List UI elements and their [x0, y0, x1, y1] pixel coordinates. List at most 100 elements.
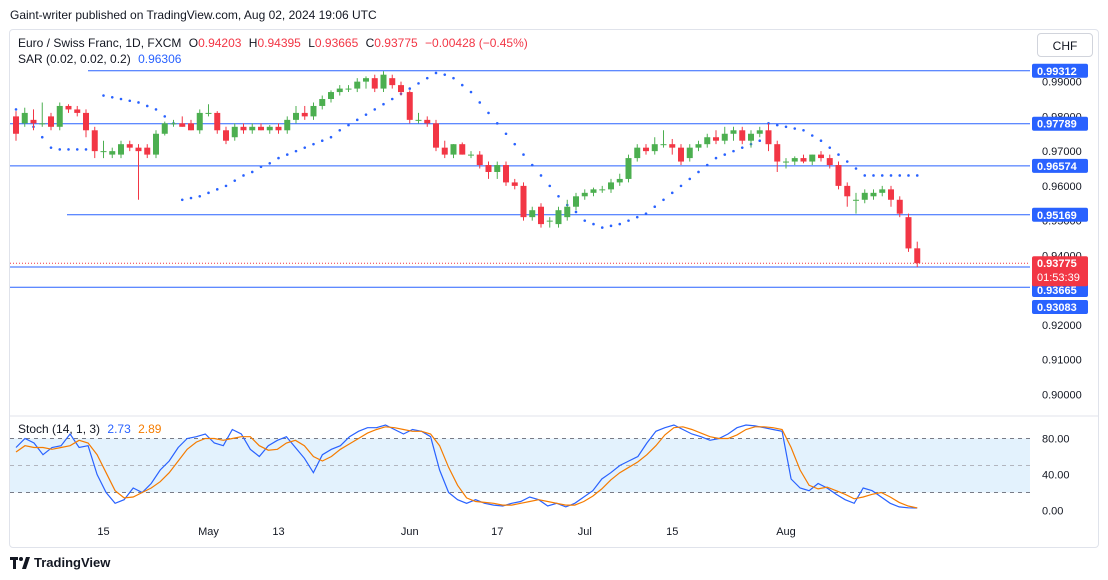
- sar-dot: [163, 115, 167, 118]
- publisher-line: Gaint-writer published on TradingView.co…: [10, 8, 377, 22]
- sar-dot: [600, 226, 604, 229]
- candle-body: [406, 92, 413, 120]
- candle-body: [765, 130, 772, 145]
- sar-dot: [242, 174, 245, 177]
- candle-body: [704, 137, 711, 145]
- stoch-axis-tick: 80.00: [1042, 434, 1070, 446]
- candle-body: [651, 144, 658, 152]
- candle-body: [293, 112, 299, 120]
- sar-dot: [688, 177, 692, 181]
- candle-body: [888, 189, 894, 200]
- price-level-label-box: [1032, 63, 1088, 78]
- sar-dot: [714, 156, 718, 160]
- candle-body: [695, 144, 702, 148]
- candle-body: [511, 182, 518, 186]
- sar-dot: [250, 170, 254, 174]
- sar-dot: [224, 184, 228, 188]
- sar-dot: [662, 198, 665, 202]
- price-axis-tick: 0.91000: [1042, 355, 1082, 367]
- candle-body: [188, 123, 194, 131]
- sar-dot: [390, 97, 394, 101]
- candle-body: [774, 144, 781, 162]
- sar-dot: [137, 101, 140, 104]
- sar-dot: [215, 188, 219, 191]
- sar-dot: [40, 135, 44, 139]
- candle-body: [783, 161, 789, 163]
- sar-dot: [557, 195, 560, 198]
- sar-dot: [495, 122, 499, 125]
- price-level-label: 0.93083: [1037, 302, 1077, 314]
- sar-dot: [758, 139, 762, 143]
- candle-body: [879, 189, 886, 193]
- candle-body: [179, 123, 186, 127]
- candle-body: [459, 144, 466, 155]
- sar-dot: [627, 219, 630, 222]
- candle-body: [520, 185, 527, 218]
- sar-value: 0.96306: [138, 52, 182, 66]
- stoch-legend: Stoch (14, 1, 3) 2.73 2.89: [18, 422, 165, 436]
- candle-body: [730, 130, 737, 134]
- stoch-axis-tick: 40.00: [1042, 470, 1070, 482]
- candle-body: [284, 119, 291, 131]
- candle-body: [258, 126, 264, 131]
- stoch-series-d: [15, 426, 918, 509]
- sar-dot: [312, 142, 315, 146]
- sar-dot: [347, 123, 350, 127]
- candle-body: [441, 147, 448, 155]
- sar-dot: [443, 73, 447, 76]
- x-axis-tick: 13: [272, 526, 284, 538]
- price-level-label: 0.95169: [1037, 210, 1077, 222]
- candle-body: [328, 92, 334, 100]
- low-value: 0.93665: [314, 36, 359, 50]
- sar-dot: [478, 101, 482, 104]
- sar-dot: [810, 134, 814, 137]
- candle-body: [310, 105, 317, 117]
- price-level-label-box: [1032, 207, 1088, 222]
- footer-brand: TradingView: [10, 555, 110, 570]
- candle-body: [389, 78, 396, 86]
- close-label: C: [365, 36, 375, 50]
- candle-body: [800, 158, 807, 162]
- stoch-axis-tick: 0.00: [1042, 506, 1063, 518]
- sar-dot: [548, 184, 552, 188]
- symbol-title: Euro / Swiss Franc, 1D, FXCM: [18, 36, 182, 50]
- sar-dot: [75, 148, 79, 151]
- sar-dot: [303, 146, 307, 149]
- candle-body: [424, 119, 431, 124]
- open-value: 0.94203: [198, 36, 242, 50]
- sar-dot: [294, 149, 298, 153]
- sar-legend: SAR (0.02, 0.02, 0.2) 0.96306: [18, 52, 185, 66]
- candle-body: [48, 116, 54, 127]
- stoch-k-value: 2.73: [107, 422, 131, 436]
- sar-dot: [705, 163, 709, 167]
- candle-body: [791, 158, 798, 162]
- price-level-label: 0.97789: [1037, 119, 1077, 131]
- x-axis-tick: Jun: [401, 526, 419, 538]
- sar-dot: [583, 219, 587, 222]
- sar-dot: [889, 174, 893, 177]
- candle-body: [13, 116, 19, 134]
- sar-dot: [452, 76, 455, 80]
- candle-body: [713, 137, 719, 141]
- sar-dot: [382, 102, 385, 106]
- candle-body: [275, 126, 282, 131]
- candle-body: [266, 126, 273, 131]
- low-label: L: [308, 36, 315, 50]
- sar-dot: [653, 205, 657, 209]
- candle-body: [739, 130, 746, 141]
- candle-body: [844, 185, 851, 197]
- candle-body: [678, 147, 684, 162]
- candle-body: [363, 78, 369, 82]
- sar-dot: [793, 127, 797, 130]
- candle-body: [83, 112, 89, 131]
- sar-dot: [408, 87, 412, 90]
- candle-body: [721, 133, 728, 141]
- price-axis-tick: 0.92000: [1042, 320, 1082, 332]
- candle-body: [415, 119, 422, 121]
- currency-button[interactable]: CHF: [1037, 33, 1093, 57]
- price-level-label-box: [1032, 300, 1088, 314]
- candle-body: [590, 189, 597, 193]
- sar-dot: [469, 90, 473, 94]
- candle-body: [555, 210, 562, 225]
